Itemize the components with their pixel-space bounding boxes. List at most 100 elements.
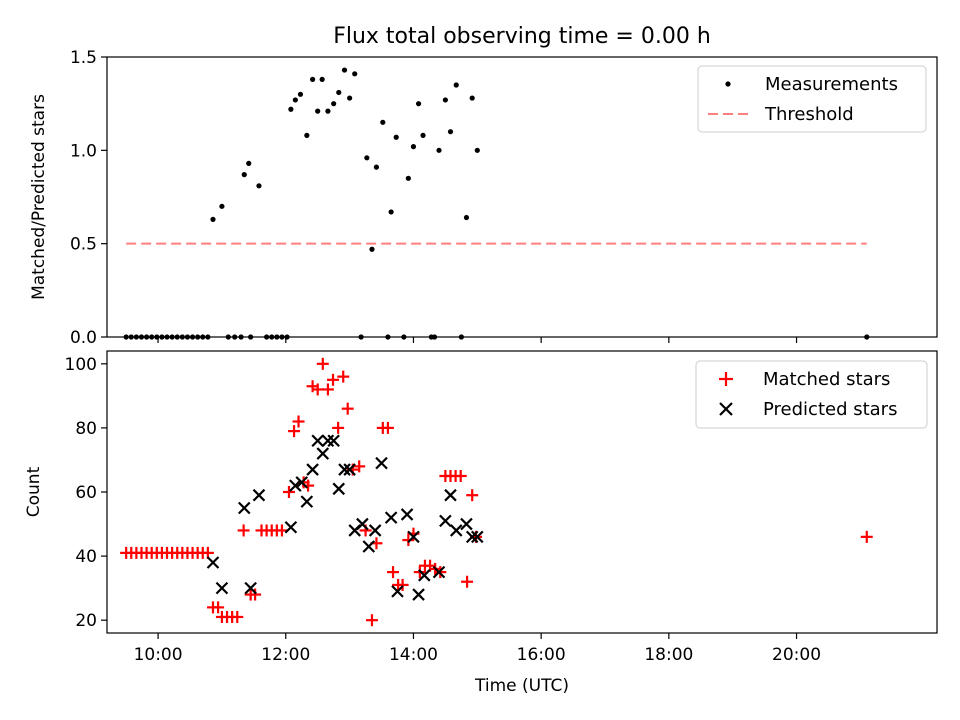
bottom-ytick-label: 100 (65, 355, 97, 375)
bottom-xtick-label: 20:00 (772, 645, 821, 665)
legend-predicted-label: Predicted stars (763, 399, 897, 420)
matched-point (461, 575, 474, 588)
predicted-point (407, 530, 420, 544)
measurement-point (238, 334, 244, 340)
measurement-point (415, 101, 422, 107)
measurement-point (297, 91, 304, 97)
measurement-point (174, 334, 180, 340)
matched-point (212, 601, 225, 614)
predicted-point-b (449, 524, 463, 537)
predicted-point-b (412, 588, 425, 601)
bottom-xtick-label: 18:00 (644, 645, 693, 665)
measurement-point (219, 203, 225, 209)
predicted-point (215, 581, 229, 595)
measurement-point (288, 106, 294, 112)
predicted-point-b (311, 434, 324, 448)
predicted-point-b (343, 463, 356, 476)
predicted-point (306, 463, 319, 476)
legend-predicted-marker (719, 402, 733, 416)
top-legend-box (697, 65, 927, 133)
predicted-point (206, 556, 220, 569)
legend-matched-marker (719, 372, 733, 386)
predicted-point (400, 508, 414, 521)
predicted-point (311, 434, 324, 448)
bottom-yticks: 20 40 60 80 100 (65, 355, 107, 631)
matched-point (402, 534, 415, 547)
measurement-point (420, 132, 426, 138)
measurement-point (469, 95, 475, 101)
measurement-point (325, 108, 331, 114)
predicted-point (316, 447, 330, 460)
matched-point (396, 578, 409, 591)
measurement-point (189, 334, 196, 340)
matched-point (316, 357, 329, 370)
predicted-point (384, 511, 398, 524)
predicted-point-b (295, 476, 309, 489)
predicted-point-b (332, 482, 346, 496)
matched-point (341, 402, 354, 415)
measurement-point (159, 334, 165, 340)
predicted-point (391, 585, 404, 598)
predicted-point-b (321, 434, 335, 448)
measurement-point (205, 334, 211, 340)
measurement-point (447, 129, 454, 135)
measurement-point (474, 147, 480, 153)
predicted-point (412, 588, 425, 601)
measurement-point (405, 175, 411, 181)
bottom-ytick-label: 20 (75, 611, 97, 631)
measurement-point (123, 334, 129, 340)
matched-point (860, 530, 873, 543)
measurement-point (864, 334, 870, 340)
predicted-point-b (439, 514, 452, 528)
predicted-point (368, 524, 382, 537)
measurement-point (284, 334, 290, 340)
predicted-point (289, 479, 302, 492)
top-ytick-label: 0.5 (70, 235, 97, 255)
predicted-point (338, 463, 351, 476)
chart-title: Flux total observing time = 0.00 h (333, 24, 711, 49)
top-yticks: 0.0 0.5 1.0 1.5 (70, 48, 107, 348)
predicted-point-b (289, 479, 302, 492)
bottom-legend: Matched stars Predicted stars (695, 360, 928, 429)
measurement-point (292, 97, 298, 103)
matched-point (454, 469, 467, 482)
predicted-point-b (471, 530, 484, 544)
bottom-xtick-label: 10:00 (134, 645, 183, 665)
top-ylabel: Matched/Predicted stars (29, 94, 49, 300)
matched-point (387, 566, 400, 579)
measurement-point (352, 71, 358, 77)
predicted-point (465, 530, 479, 544)
bottom-ylabel: Count (24, 466, 44, 517)
measurement-point (184, 334, 191, 340)
matched-point (327, 373, 340, 386)
measurement-point (149, 334, 155, 340)
measurement-point (195, 334, 201, 340)
predicted-point-b (244, 581, 257, 595)
matched-point (381, 421, 394, 434)
measurement-point (274, 334, 280, 340)
measurement-point (331, 101, 337, 107)
measurement-point (179, 334, 185, 340)
legend-measurements-marker (725, 81, 731, 87)
bottom-xticks: 10:00 12:00 14:00 16:00 18:00 20:00 (134, 633, 821, 665)
matched-point (337, 370, 350, 383)
predicted-point (449, 524, 463, 537)
measurement-point (341, 67, 348, 73)
predicted-point-b (418, 569, 431, 582)
measurement-point (369, 246, 375, 252)
top-xticks (157, 337, 798, 343)
predicted-point-b (368, 524, 382, 537)
predicted-point-b (284, 520, 298, 534)
measurement-point (169, 334, 175, 340)
measurement-point (269, 334, 275, 340)
predicted-point (356, 517, 369, 531)
measurement-point (154, 334, 160, 340)
predicted-point-b (460, 517, 473, 531)
predicted-point-b (391, 585, 404, 598)
predicted-point-b (384, 511, 398, 524)
predicted-point-b (237, 501, 251, 515)
top-axes-frame (106, 56, 938, 338)
predicted-point (439, 514, 452, 528)
bottom-legend-box (695, 360, 928, 429)
